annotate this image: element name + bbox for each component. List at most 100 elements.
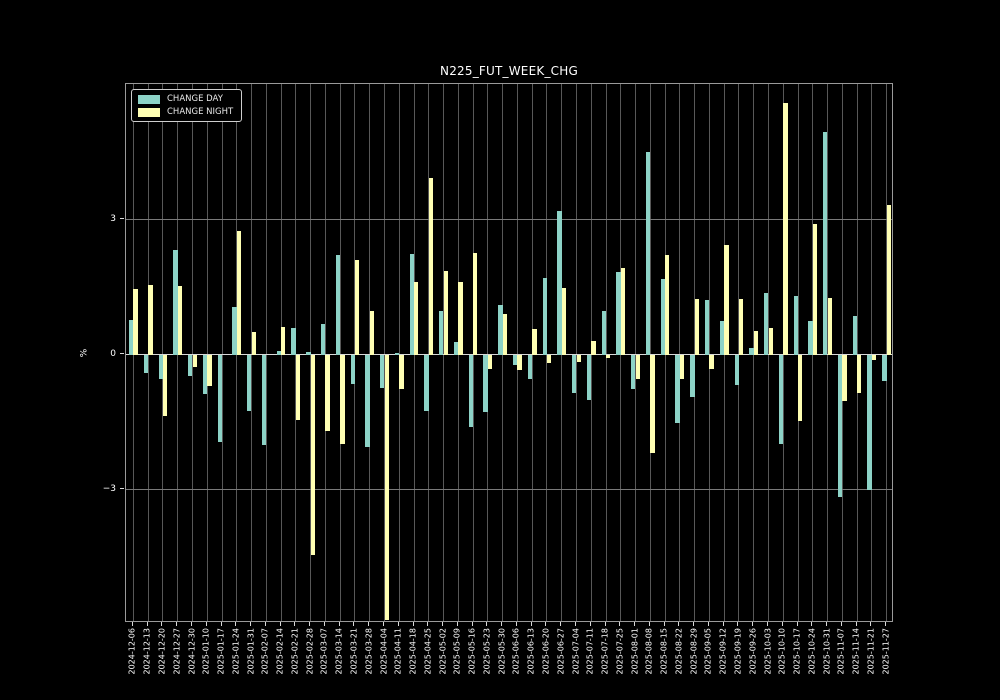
x-tick-label: 2025-06-13	[526, 628, 536, 675]
bar-change-night	[606, 354, 611, 359]
x-tick-mark	[279, 622, 281, 626]
bar-change-night	[251, 332, 256, 355]
x-tick-label: 2025-08-22	[674, 628, 684, 675]
vertical-gridline	[339, 84, 341, 621]
x-tick-mark	[176, 622, 178, 626]
bar-change-day	[217, 354, 222, 443]
bar-change-day	[586, 354, 592, 400]
x-tick-label: 2025-11-07	[836, 628, 846, 675]
bar-change-day	[291, 327, 296, 355]
x-tick-label: 2025-08-08	[644, 628, 654, 675]
bar-change-day	[616, 271, 621, 355]
vertical-gridline	[384, 84, 385, 621]
bar-change-day	[439, 311, 444, 355]
x-tick-mark	[575, 622, 576, 626]
vertical-gridline	[708, 84, 710, 621]
bar-change-night	[399, 354, 404, 389]
bar-change-day	[424, 354, 429, 411]
x-tick-mark	[397, 622, 399, 626]
bar-change-night	[709, 354, 714, 369]
legend: CHANGE DAY CHANGE NIGHT	[131, 89, 243, 122]
vertical-gridline	[221, 84, 223, 621]
bar-change-day	[690, 354, 695, 398]
bar-change-day	[188, 354, 193, 376]
x-tick-mark	[560, 622, 562, 626]
x-tick-mark	[205, 622, 207, 626]
x-tick-mark	[752, 622, 754, 626]
x-tick-mark	[264, 622, 266, 626]
bar-change-night	[428, 178, 434, 355]
x-tick-mark	[530, 622, 532, 626]
x-tick-label: 2024-12-20	[157, 628, 167, 675]
bar-change-day	[306, 351, 311, 355]
bar-change-day	[380, 354, 385, 388]
horizontal-gridline	[126, 219, 892, 221]
bar-change-day	[261, 354, 267, 445]
bar-change-night	[384, 354, 389, 621]
bar-change-night	[679, 354, 685, 380]
plot-area	[125, 83, 893, 622]
bar-change-night	[148, 284, 153, 355]
y-tick-mark	[120, 488, 124, 490]
x-tick-mark	[515, 622, 517, 626]
x-tick-label: 2025-01-10	[201, 628, 211, 675]
x-tick-mark	[456, 622, 458, 626]
bar-change-night	[753, 331, 759, 355]
bar-change-day	[513, 354, 518, 365]
x-tick-mark	[855, 622, 857, 626]
x-tick-mark	[678, 622, 680, 626]
vertical-gridline	[324, 84, 326, 621]
bar-change-day	[247, 354, 252, 411]
x-tick-label: 2025-11-21	[866, 628, 876, 675]
vertical-gridline	[856, 84, 858, 621]
bar-change-night	[162, 354, 168, 416]
bar-change-day	[882, 354, 887, 382]
chart-title: N225_FUT_WEEK_CHG	[440, 64, 578, 78]
x-tick-mark	[191, 622, 192, 626]
bar-change-night	[354, 259, 360, 355]
bar-change-night	[487, 354, 493, 369]
vertical-gridline	[516, 84, 518, 621]
x-tick-mark	[471, 622, 473, 626]
vertical-gridline	[487, 84, 489, 621]
vertical-gridline	[635, 84, 636, 621]
bar-change-night	[340, 354, 345, 445]
bar-change-day	[453, 342, 459, 355]
bar-change-day	[542, 277, 547, 355]
x-tick-mark	[693, 622, 695, 626]
x-tick-label: 2025-09-26	[748, 628, 758, 675]
x-tick-mark	[368, 622, 370, 626]
x-tick-label: 2025-08-01	[630, 628, 639, 675]
bar-change-day	[276, 350, 281, 355]
x-tick-label: 2024-12-27	[172, 628, 182, 675]
x-tick-label: 2025-02-21	[290, 628, 300, 675]
bar-change-day	[468, 354, 473, 427]
vertical-gridline	[871, 84, 873, 621]
legend-item-change-night: CHANGE NIGHT	[138, 107, 233, 117]
bar-change-day	[321, 324, 326, 355]
vertical-gridline	[649, 84, 651, 621]
bar-change-day	[158, 354, 163, 380]
x-tick-mark	[634, 622, 635, 626]
bar-change-night	[857, 354, 862, 394]
bar-change-night	[133, 288, 138, 355]
bar-change-day	[631, 354, 636, 390]
x-tick-mark	[781, 622, 783, 626]
vertical-gridline	[162, 84, 164, 621]
vertical-gridline	[679, 84, 681, 621]
x-tick-mark	[235, 622, 237, 626]
bar-change-day	[749, 347, 754, 355]
vertical-gridline	[605, 84, 607, 621]
x-tick-label: 2025-05-09	[452, 628, 462, 675]
x-tick-label: 2024-12-13	[142, 628, 152, 675]
x-tick-mark	[338, 622, 340, 626]
bar-change-night	[768, 327, 773, 355]
bar-change-night	[871, 354, 877, 361]
bar-change-day	[601, 311, 606, 355]
bar-change-night	[842, 354, 847, 402]
bar-change-night	[517, 354, 522, 370]
x-tick-label: 2025-02-14	[275, 628, 285, 675]
bar-change-night	[192, 354, 197, 368]
legend-item-change-day: CHANGE DAY	[138, 94, 233, 104]
